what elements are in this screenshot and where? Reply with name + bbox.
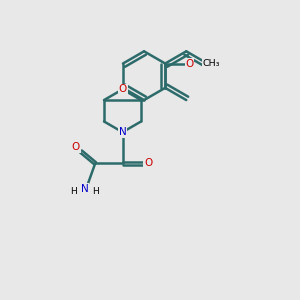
Text: N: N <box>81 184 89 194</box>
Text: O: O <box>185 58 194 68</box>
Text: O: O <box>144 158 152 168</box>
Text: O: O <box>118 84 127 94</box>
Text: H: H <box>70 187 77 196</box>
Text: N: N <box>119 127 126 137</box>
Text: CH₃: CH₃ <box>202 59 220 68</box>
Text: O: O <box>72 142 80 152</box>
Text: H: H <box>92 187 99 196</box>
